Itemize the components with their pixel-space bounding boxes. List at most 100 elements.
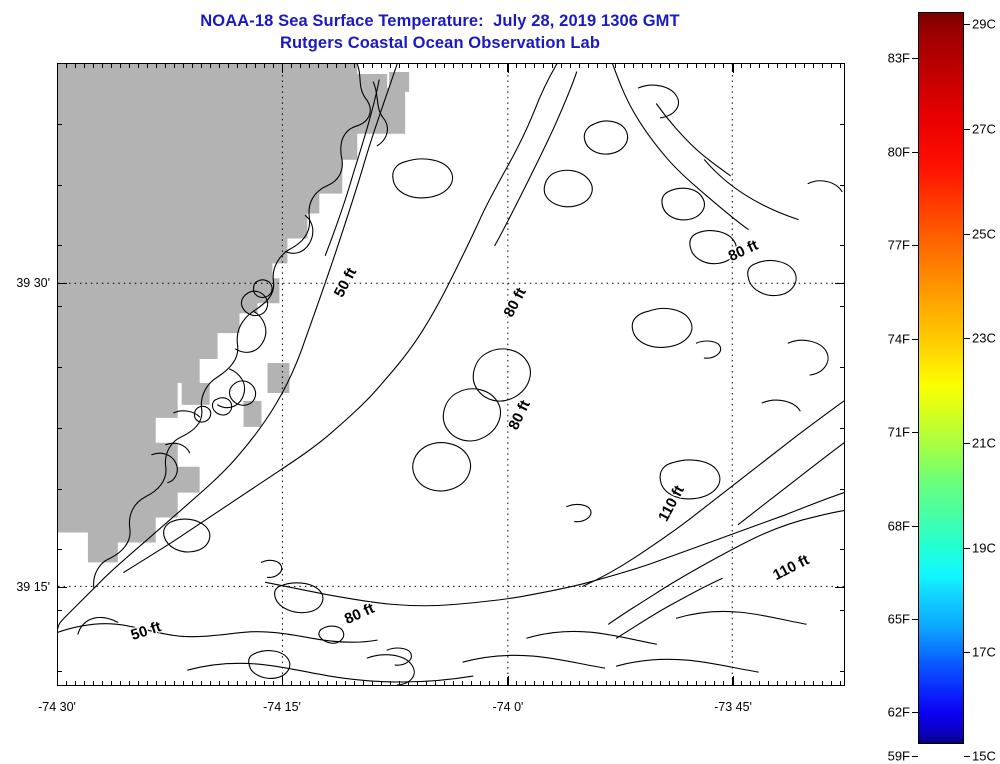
x-tick-bottom bbox=[183, 681, 184, 686]
x-tick-top bbox=[516, 63, 517, 68]
x-tick-top bbox=[291, 63, 292, 68]
x-tick-bottom bbox=[678, 681, 679, 686]
x-tick-top bbox=[759, 63, 760, 68]
contour-label: 80 ft bbox=[342, 600, 377, 628]
x-tick-major-bottom bbox=[508, 676, 509, 686]
x-tick-top bbox=[804, 63, 805, 68]
x-tick-bottom bbox=[156, 681, 157, 686]
x-tick-top bbox=[336, 63, 337, 68]
x-tick-bottom bbox=[642, 681, 643, 686]
x-tick-bottom bbox=[291, 681, 292, 686]
y-tick-right bbox=[840, 63, 845, 64]
x-tick-bottom bbox=[759, 681, 760, 686]
x-tick-top bbox=[624, 63, 625, 68]
x-tick-top bbox=[363, 63, 364, 68]
x-tick-bottom bbox=[507, 677, 508, 686]
x-tick-top bbox=[561, 63, 562, 68]
x-tick-top bbox=[399, 63, 400, 68]
x-tick-bottom bbox=[327, 681, 328, 686]
contour-label: 110 ft bbox=[655, 483, 688, 525]
x-tick-bottom bbox=[444, 681, 445, 686]
x-tick-bottom bbox=[723, 681, 724, 686]
x-tick-bottom bbox=[372, 681, 373, 686]
x-tick-top bbox=[660, 63, 661, 68]
x-tick-bottom bbox=[660, 681, 661, 686]
x-tick-bottom bbox=[696, 681, 697, 686]
colorbar-tick-f bbox=[912, 339, 918, 340]
x-tick-bottom bbox=[552, 681, 553, 686]
x-tick-top bbox=[813, 63, 814, 68]
x-tick-top bbox=[651, 63, 652, 68]
y-tick-left bbox=[57, 367, 62, 368]
x-tick-bottom bbox=[624, 681, 625, 686]
x-tick-bottom bbox=[516, 681, 517, 686]
x-tick-top bbox=[705, 63, 706, 68]
x-tick-top bbox=[300, 63, 301, 68]
x-tick-top bbox=[192, 63, 193, 68]
colorbar-tick-f bbox=[912, 58, 918, 59]
x-tick-top bbox=[831, 63, 832, 68]
x-tick-bottom bbox=[408, 681, 409, 686]
x-tick-bottom bbox=[471, 681, 472, 686]
x-tick-top bbox=[777, 63, 778, 68]
colorbar-label-fahrenheit: 65F bbox=[887, 611, 910, 627]
y-tick-right bbox=[840, 245, 845, 246]
contour-label: 80 ft bbox=[500, 285, 529, 320]
x-tick-bottom bbox=[741, 681, 742, 686]
y-tick-left bbox=[57, 124, 62, 125]
x-tick-top bbox=[345, 63, 346, 68]
x-tick-bottom bbox=[831, 681, 832, 686]
colorbar-label-celsius: 21C bbox=[972, 435, 996, 451]
x-tick-top bbox=[543, 63, 544, 68]
colorbar-label-fahrenheit: 71F bbox=[887, 424, 910, 440]
sst-map-panel[interactable]: 50 ft 80 ft 80 ft 80 ft 110 ft 110 ft 50 ft 80 … bbox=[57, 63, 845, 686]
x-tick-bottom bbox=[318, 681, 319, 686]
x-tick-bottom bbox=[93, 681, 94, 686]
x-tick-top bbox=[183, 63, 184, 68]
x-tick-major-top bbox=[508, 63, 509, 73]
x-tick-top bbox=[75, 63, 76, 68]
x-tick-bottom bbox=[822, 681, 823, 686]
x-tick-top bbox=[156, 63, 157, 68]
x-tick-bottom bbox=[480, 681, 481, 686]
x-tick-top bbox=[147, 63, 148, 68]
temperature-colorbar[interactable] bbox=[918, 12, 964, 744]
x-tick-bottom bbox=[687, 681, 688, 686]
x-tick-top bbox=[309, 63, 310, 68]
x-tick-bottom bbox=[111, 681, 112, 686]
x-tick-top bbox=[741, 63, 742, 68]
x-tick-bottom bbox=[534, 681, 535, 686]
y-tick-major-right bbox=[835, 283, 845, 284]
x-tick-top bbox=[444, 63, 445, 68]
x-tick-top bbox=[426, 63, 427, 68]
x-tick-bottom bbox=[381, 681, 382, 686]
x-tick-top bbox=[93, 63, 94, 68]
x-tick-bottom bbox=[498, 681, 499, 686]
x-tick-top bbox=[606, 63, 607, 68]
colorbar-tick-f bbox=[912, 245, 918, 246]
x-tick-bottom bbox=[75, 681, 76, 686]
x-tick-bottom bbox=[543, 681, 544, 686]
x-tick-top bbox=[579, 63, 580, 68]
colorbar-tick-c bbox=[964, 443, 970, 444]
x-tick-top bbox=[165, 63, 166, 68]
x-tick-bottom bbox=[732, 677, 733, 686]
x-tick-top bbox=[201, 63, 202, 68]
x-tick-major-top bbox=[733, 63, 734, 73]
x-tick-top bbox=[786, 63, 787, 68]
x-tick-top bbox=[138, 63, 139, 68]
x-tick-top bbox=[822, 63, 823, 68]
colorbar-label-celsius: 17C bbox=[972, 644, 996, 660]
x-axis-tick-label: -74 30' bbox=[38, 700, 76, 714]
x-tick-top bbox=[462, 63, 463, 68]
x-tick-bottom bbox=[363, 681, 364, 686]
x-tick-top bbox=[219, 63, 220, 68]
x-tick-bottom bbox=[588, 681, 589, 686]
x-tick-top bbox=[129, 63, 130, 68]
x-tick-bottom bbox=[120, 681, 121, 686]
x-tick-bottom bbox=[777, 681, 778, 686]
x-tick-bottom bbox=[309, 681, 310, 686]
x-tick-bottom bbox=[435, 681, 436, 686]
colorbar-tick-f bbox=[912, 432, 918, 433]
coastline-contour-layer bbox=[58, 64, 844, 685]
